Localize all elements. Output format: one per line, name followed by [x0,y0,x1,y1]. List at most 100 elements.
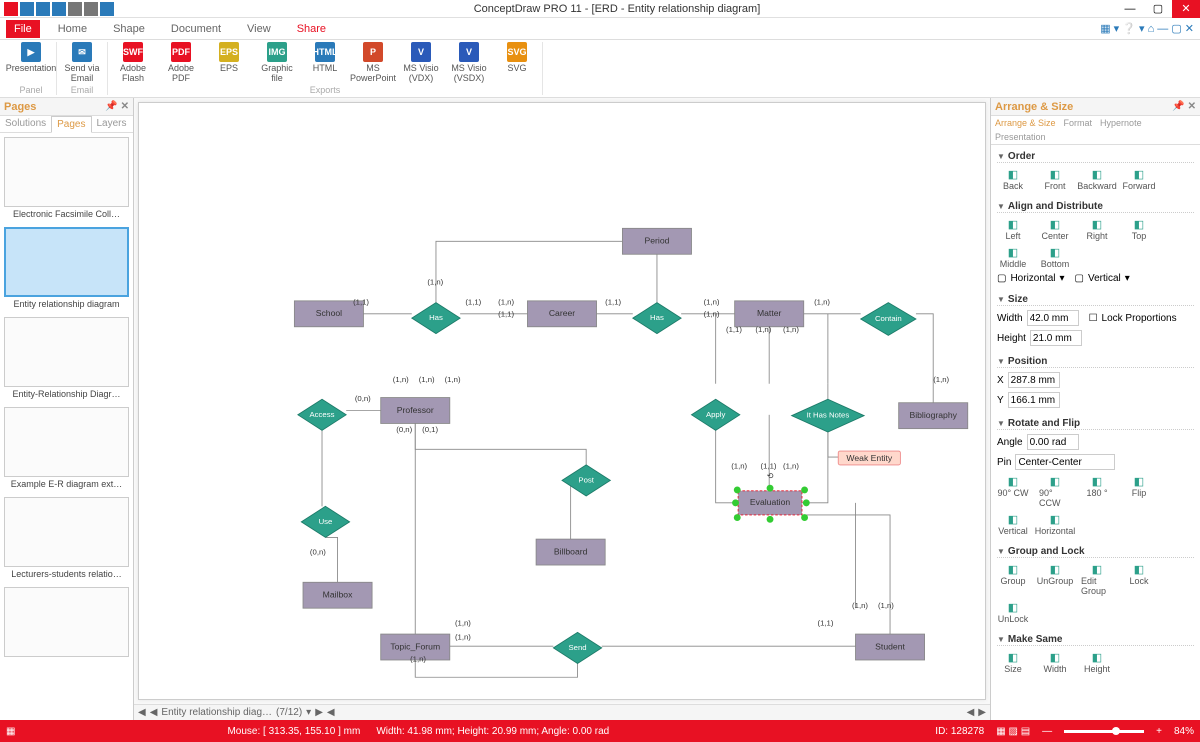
size-head[interactable]: Size [997,294,1194,306]
tab-home[interactable]: Home [50,20,95,38]
panel-action[interactable]: ◧Top [1123,217,1155,241]
page-thumb[interactable]: Electronic Facsimile Coll… [4,137,129,221]
angle-input[interactable] [1027,434,1079,450]
status-id: ID: 128278 [935,726,984,737]
ribbon-btn[interactable]: EPSEPS [208,42,250,83]
svg-text:Student: Student [875,641,905,651]
maximize-button[interactable]: ▢ [1144,0,1172,18]
canvas-tabs[interactable]: ◀◀ Entity relationship diag… (7/12) ▾▶◀ … [134,704,990,720]
ribbon-btn[interactable]: ▶Presentation [10,42,52,73]
rtab-hypernote[interactable]: Hypernote [1096,116,1146,130]
ltab-solutions[interactable]: Solutions [0,116,51,132]
page-thumb[interactable]: Example E-R diagram ext… [4,407,129,491]
panel-action[interactable]: ◧Group [997,562,1029,596]
panel-action[interactable]: ◧Horizontal [1039,512,1071,536]
x-input[interactable] [1008,372,1060,388]
tab-file[interactable]: File [6,20,40,38]
height-input[interactable] [1030,330,1082,346]
tab-document[interactable]: Document [163,20,229,38]
page-thumb[interactable]: Entity relationship diagram [4,227,129,311]
panel-action[interactable]: ◧Vertical [997,512,1029,536]
svg-text:Weak Entity: Weak Entity [846,453,893,463]
page-thumb[interactable]: Entity-Relationship Diagr… [4,317,129,401]
panel-action[interactable]: ◧Back [997,167,1029,191]
ribbon-tabs: File Home Shape Document View Share ▦ ▾ … [0,18,1200,40]
quick-access-toolbar[interactable] [0,2,118,16]
rtab-presentation[interactable]: Presentation [991,130,1050,144]
pages-panel-title: Pages [4,101,36,113]
width-input[interactable] [1027,310,1079,326]
panel-action[interactable]: ◧UnGroup [1039,562,1071,596]
pin-icon[interactable]: 📌 ✕ [1172,101,1196,112]
ribbon-btn[interactable]: IMGGraphic file [256,42,298,83]
panel-action[interactable]: ◧UnLock [997,600,1029,624]
panel-action[interactable]: ◧Bottom [1039,245,1071,269]
panel-action[interactable]: ◧Right [1081,217,1113,241]
rotate-head[interactable]: Rotate and Flip [997,418,1194,430]
panel-action[interactable]: ◧90° CW [997,474,1029,508]
ribbon-btn[interactable]: VMS Visio (VDX) [400,42,442,83]
panel-action[interactable]: ◧Height [1081,650,1113,674]
svg-text:Mailbox: Mailbox [323,590,353,600]
rtab-arrange[interactable]: Arrange & Size [991,116,1060,130]
panel-action[interactable]: ◧90° CCW [1039,474,1071,508]
ribbon-btn[interactable]: ✉Send via Email [61,42,103,83]
order-head[interactable]: Order [997,151,1194,163]
svg-text:(1,1): (1,1) [465,297,481,306]
svg-text:(1,n): (1,n) [455,618,471,627]
zoom-value: 84% [1174,726,1194,737]
svg-text:(1,n): (1,n) [704,297,720,306]
view-icons[interactable]: ▦ ▨ ▤ [996,726,1030,737]
pin-input[interactable] [1015,454,1115,470]
panel-action[interactable]: ◧Left [997,217,1029,241]
panel-action[interactable]: ◧Forward [1123,167,1155,191]
tab-share[interactable]: Share [289,20,334,38]
panel-action[interactable]: ◧Width [1039,650,1071,674]
close-button[interactable]: ✕ [1172,0,1200,18]
ribbon-btn[interactable]: PMS PowerPoint [352,42,394,83]
page-icon[interactable]: ▦ [6,726,15,737]
ribbon-btn[interactable]: SVGSVG [496,42,538,83]
svg-text:(1,n): (1,n) [445,375,461,384]
tab-view[interactable]: View [239,20,279,38]
svg-text:(1,n): (1,n) [498,297,514,306]
ribbon-btn[interactable]: VMS Visio (VSDX) [448,42,490,83]
ltab-layers[interactable]: Layers [92,116,132,132]
panel-action[interactable]: ◧Size [997,650,1029,674]
page-thumb[interactable]: Lecturers-students relatio… [4,497,129,581]
y-input[interactable] [1008,392,1060,408]
pos-head[interactable]: Position [997,356,1194,368]
panel-action[interactable]: ◧180 ° [1081,474,1113,508]
ribbon-btn[interactable]: PDFAdobe PDF [160,42,202,83]
make-head[interactable]: Make Same [997,634,1194,646]
minimize-button[interactable]: — [1116,0,1144,18]
panel-action[interactable]: ◧Center [1039,217,1071,241]
svg-text:Has: Has [429,313,443,322]
titlebar: ConceptDraw PRO 11 - [ERD - Entity relat… [0,0,1200,18]
panel-action[interactable]: ◧Backward [1081,167,1113,191]
erd-canvas[interactable]: SchoolPeriodCareerMatterProfessorBibliog… [138,102,986,700]
svg-text:(1,n): (1,n) [783,325,799,334]
group-head[interactable]: Group and Lock [997,546,1194,558]
panel-action[interactable]: ◧Lock [1123,562,1155,596]
align-head[interactable]: Align and Distribute [997,201,1194,213]
ribbon-btn[interactable]: HTMLHTML [304,42,346,83]
ribbon-right-controls[interactable]: ▦ ▾ ❔ ▾ ⌂ — ▢ ✕ [1100,22,1194,35]
page-thumb[interactable] [4,587,129,671]
pin-icon[interactable]: 📌 ✕ [105,101,129,112]
svg-text:Send: Send [568,643,586,652]
ltab-pages[interactable]: Pages [51,116,91,133]
ribbon-btn[interactable]: SWFAdobe Flash [112,42,154,83]
panel-action[interactable]: ◧Front [1039,167,1071,191]
rtab-format[interactable]: Format [1060,116,1097,130]
svg-text:(1,n): (1,n) [704,309,720,318]
svg-text:Has: Has [650,313,664,322]
svg-text:(1,1): (1,1) [818,618,834,627]
svg-text:Topic_Forum: Topic_Forum [390,641,440,651]
tab-shape[interactable]: Shape [105,20,153,38]
panel-action[interactable]: ◧Edit Group [1081,562,1113,596]
zoom-slider[interactable] [1064,730,1144,733]
panel-action[interactable]: ◧Flip [1123,474,1155,508]
svg-text:(1,n): (1,n) [852,601,868,610]
panel-action[interactable]: ◧Middle [997,245,1029,269]
